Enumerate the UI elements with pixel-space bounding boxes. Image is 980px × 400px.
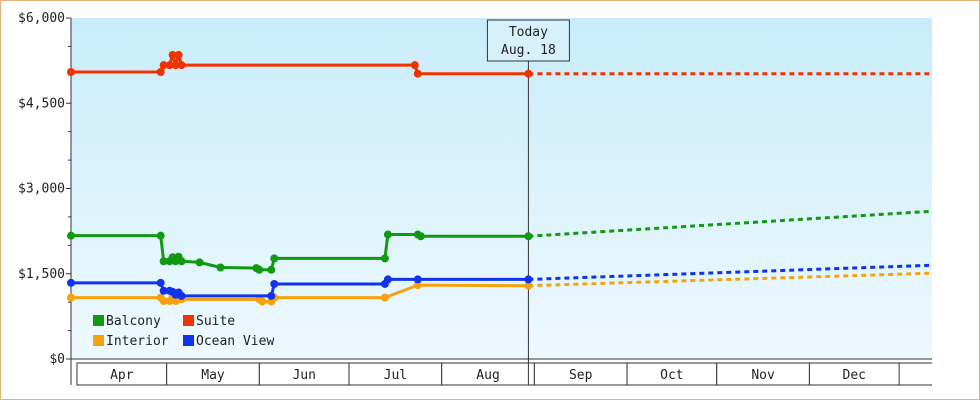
ocean-view-data-point <box>177 291 186 300</box>
balcony-legend-swatch <box>93 315 104 326</box>
balcony-data-point <box>67 231 75 240</box>
ocean-view-forecast-line <box>528 263 933 281</box>
month-label: Aug <box>476 368 499 383</box>
ocean-view-data-point <box>159 286 168 295</box>
balcony-data-point <box>270 254 279 263</box>
month-box <box>808 362 900 386</box>
suite-data-point <box>410 61 419 70</box>
balcony-data-point <box>383 230 392 239</box>
suite-legend-swatch <box>183 315 194 326</box>
month-label: Nov <box>751 368 775 383</box>
ocean-view-data-point <box>156 278 165 287</box>
month-label: Dec <box>843 368 866 383</box>
y-tick-label: $4,500 <box>18 96 65 111</box>
balcony-data-point <box>156 231 165 240</box>
balcony-data-point <box>177 257 186 266</box>
suite-data-point <box>156 67 165 76</box>
plot-area <box>71 18 932 359</box>
balcony-data-point <box>195 258 204 267</box>
balcony-data-point <box>416 232 425 241</box>
interior-legend-label: Interior <box>106 334 169 349</box>
y-tick-label: $0 <box>49 352 65 367</box>
month-label: May <box>201 368 225 383</box>
suite-data-point <box>159 61 168 70</box>
interior-legend-swatch <box>93 335 104 346</box>
balcony-data-point <box>380 254 389 263</box>
today-date: Aug. 18 <box>501 43 556 58</box>
suite-data-point <box>174 50 183 59</box>
balcony-data-point <box>255 265 264 274</box>
interior-data-point <box>413 281 422 290</box>
ocean-view-data-point <box>413 275 422 284</box>
balcony-forecast-line <box>528 209 933 238</box>
interior-data-point <box>67 293 75 302</box>
suite-data-point <box>165 61 174 70</box>
balcony-legend-label: Balcony <box>106 314 161 329</box>
balcony-data-point <box>216 263 225 272</box>
ocean-view-legend-label: Ocean View <box>196 334 274 349</box>
ocean-view-data-point <box>270 279 279 288</box>
month-label: Apr <box>110 368 134 383</box>
suite-data-point <box>413 69 422 78</box>
interior-forecast-line <box>528 271 933 288</box>
ocean-view-data-point <box>383 275 392 284</box>
interior-data-point <box>159 297 168 306</box>
month-label: Jun <box>292 368 315 383</box>
ocean-view-data-point <box>67 278 75 287</box>
suite-legend-label: Suite <box>196 314 235 329</box>
suite-data-point <box>67 67 75 76</box>
suite-data-point <box>171 61 180 70</box>
ocean-view-data-point <box>267 291 276 300</box>
interior-data-point <box>258 297 267 306</box>
y-tick-label: $1,500 <box>18 267 65 282</box>
month-label: Sep <box>569 368 593 383</box>
suite-data-point <box>168 50 177 59</box>
ocean-view-legend-swatch <box>183 335 194 346</box>
balcony-data-point <box>267 265 276 274</box>
balcony-data-point <box>159 257 168 266</box>
suite-data-point <box>177 61 186 70</box>
y-tick-label: $6,000 <box>18 11 65 26</box>
today-label: Today <box>509 25 548 40</box>
month-label: Jul <box>384 368 407 383</box>
interior-data-point <box>380 293 389 302</box>
today-box <box>486 19 570 62</box>
month-label: Oct <box>660 368 683 383</box>
y-tick-label: $3,000 <box>18 182 65 197</box>
